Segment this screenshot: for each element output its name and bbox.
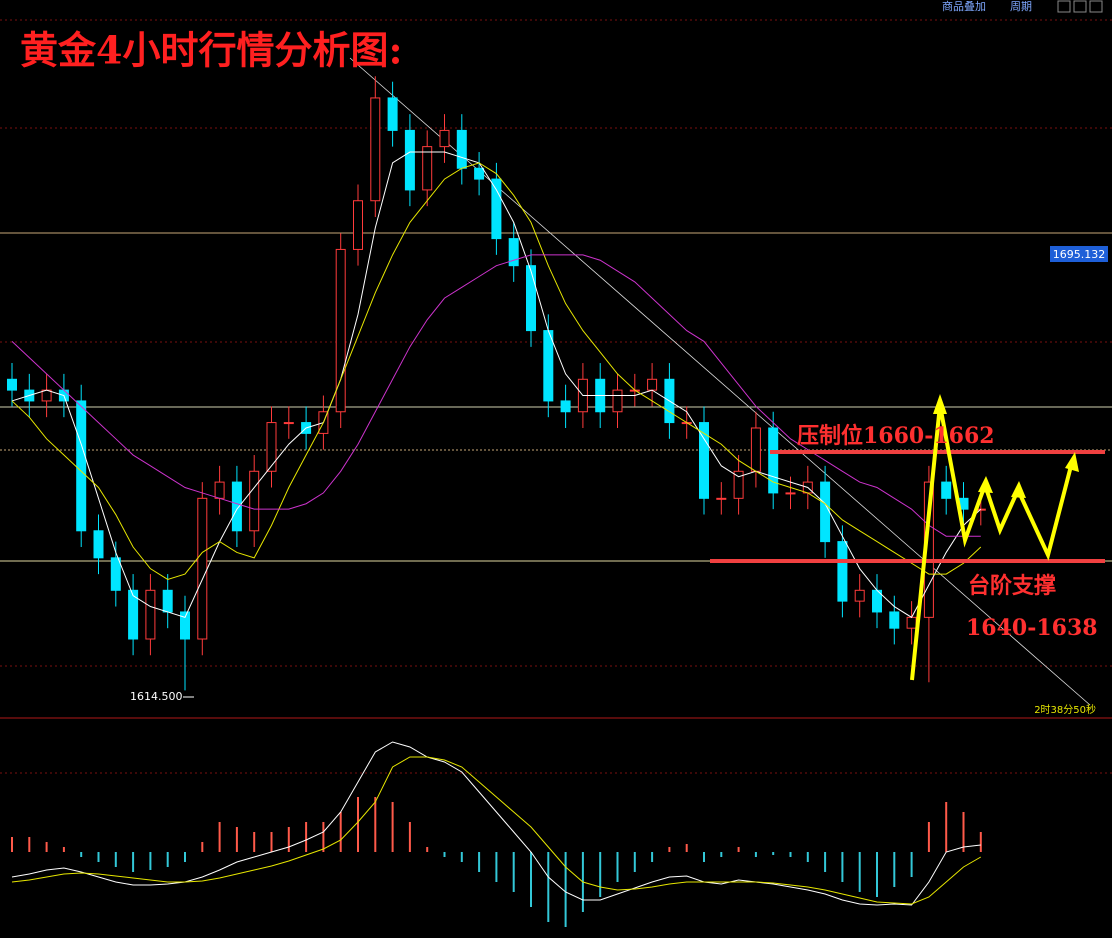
candle-body (526, 265, 536, 332)
title: 黄金4小时行情分析图: (20, 28, 402, 73)
support-range: 1640-1638 (966, 615, 1098, 641)
candle-body (422, 146, 433, 191)
candle-body (474, 167, 485, 180)
candle-body (647, 378, 658, 391)
candle-body (889, 611, 900, 629)
candle-body (335, 248, 346, 413)
guides (0, 19, 1112, 774)
candle-body (768, 427, 779, 494)
candle-body (197, 497, 208, 640)
candle-body (560, 400, 571, 413)
resistance-label: 压制位1660-1662 (797, 423, 995, 449)
candle-body (837, 541, 848, 602)
candle-body (162, 589, 173, 613)
candle-body (854, 589, 865, 602)
candle-body (906, 616, 917, 629)
toolbar-button[interactable] (1057, 0, 1071, 13)
candle-body (508, 238, 519, 267)
candle-body (249, 470, 260, 532)
support-label: 台阶支撑 (968, 573, 1056, 599)
candle-body (439, 129, 450, 148)
candle-body (76, 400, 87, 532)
candle-body (93, 530, 104, 559)
low-label: 1614.500 (130, 690, 183, 703)
candle-body (214, 481, 225, 499)
price-tag: 1695.132 (1053, 248, 1106, 261)
candle-body (785, 492, 796, 495)
candle-body (266, 422, 277, 472)
candle-body (145, 589, 156, 640)
candle-body (456, 129, 467, 169)
toolbar-button[interactable] (1073, 0, 1087, 13)
price-tag-box (1050, 246, 1108, 262)
candle-body (404, 129, 415, 191)
trend-line (349, 57, 1091, 706)
candle-body (699, 422, 709, 499)
candle-body (41, 389, 52, 402)
candle-body (387, 97, 398, 131)
toolbar-item[interactable]: 周期 (1010, 0, 1032, 13)
arrow-head (1065, 452, 1079, 472)
indicator-line (11, 151, 982, 619)
candle-body (491, 178, 502, 240)
candle-body (543, 330, 554, 402)
candle-body (7, 378, 17, 391)
arrow-head (978, 476, 993, 493)
candle-body (733, 470, 744, 499)
candle-body (370, 97, 381, 202)
indicator-line (11, 741, 981, 906)
candle-body (612, 389, 623, 413)
candle-body (110, 557, 121, 591)
plot (7, 76, 986, 927)
indicator-line (11, 162, 982, 581)
candle-body (750, 427, 761, 472)
candle-body (353, 200, 363, 250)
toolbar-item[interactable]: 商品叠加 (942, 0, 986, 13)
candle-body (283, 422, 294, 425)
candle-body (231, 481, 242, 532)
candle-body (820, 481, 831, 543)
forecast-path (910, 404, 1074, 681)
arrow-head (1011, 481, 1026, 498)
indicator-line (11, 254, 981, 537)
countdown: 2时38分50秒 (1034, 703, 1096, 716)
arrow-head (933, 394, 947, 414)
candle-body (180, 611, 190, 640)
candle-body (941, 481, 952, 499)
indicator-line (11, 756, 982, 905)
toolbar-button[interactable] (1089, 0, 1103, 13)
candle-body (716, 497, 727, 500)
annotations: 黄金4小时行情分析图: 压制位1660-1662 台阶支撑 1640-1638 … (20, 0, 1108, 716)
candle-body (128, 589, 139, 640)
